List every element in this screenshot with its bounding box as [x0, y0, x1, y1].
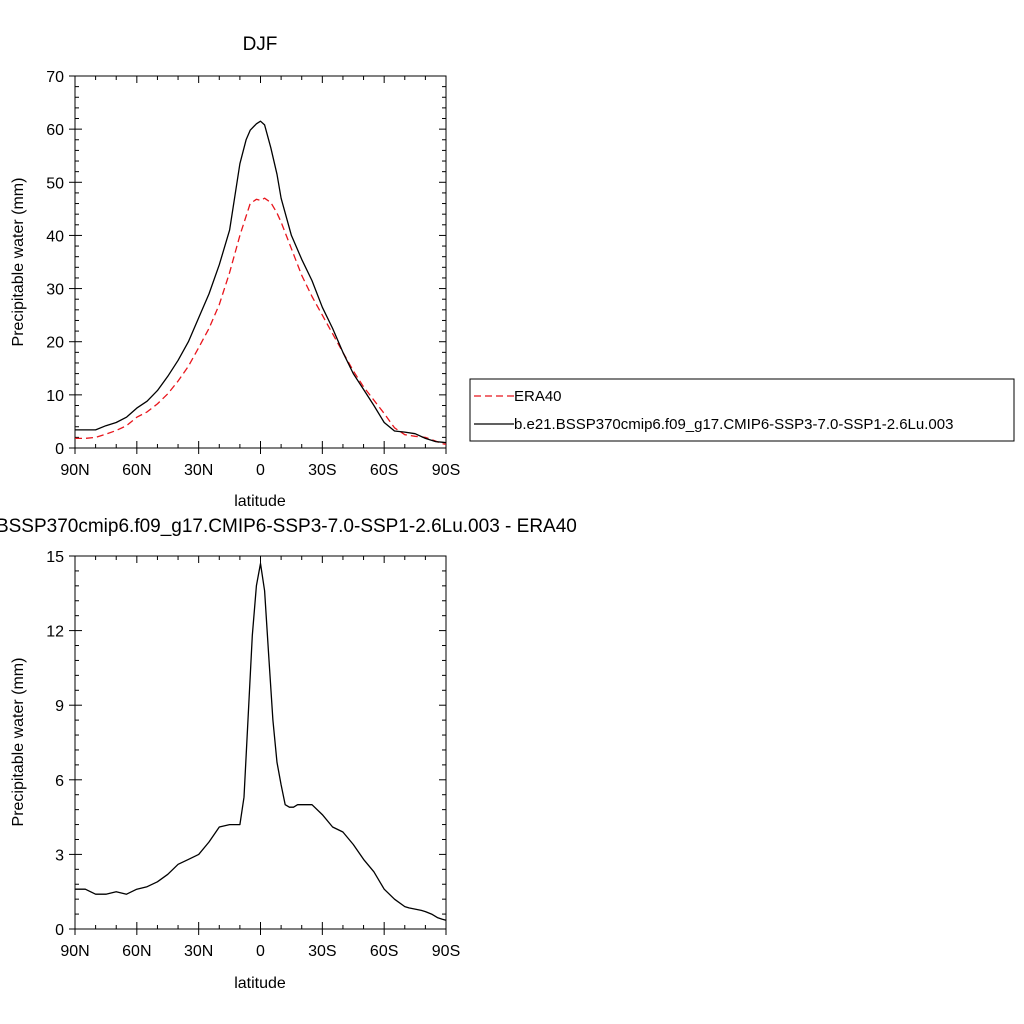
- bottom-y-tick-label: 0: [55, 922, 64, 939]
- legend-label-model: b.e21.BSSP370cmip6.f09_g17.CMIP6-SSP3-7.…: [514, 416, 953, 433]
- bottom-x-tick-label: 30N: [184, 943, 213, 960]
- bottom-x-tick-label: 0: [256, 943, 265, 960]
- top-x-tick-label: 30N: [184, 462, 213, 479]
- bottom-x-tick-label: 90S: [432, 943, 460, 960]
- top-x-ticks: 90N 60N 30N 0 30S 60S 90S: [60, 76, 460, 479]
- bottom-plot-frame: [74, 555, 447, 930]
- top-y-tick-label: 60: [46, 122, 64, 139]
- top-plot-frame: [74, 75, 447, 449]
- top-x-tick-label: 60N: [122, 462, 151, 479]
- top-series-line-0: [75, 197, 447, 445]
- top-x-axis-label: latitude: [234, 493, 286, 510]
- top-y-ticks: 0 10 20 30 40 50 60 70: [46, 69, 446, 458]
- bottom-series-line-0: [75, 562, 447, 921]
- bottom-y-tick-label: 15: [46, 549, 64, 566]
- top-y-tick-label: 30: [46, 282, 64, 299]
- bottom-series: [75, 562, 447, 921]
- top-x-tick-label: 60S: [370, 462, 398, 479]
- legend-label-era40: ERA40: [514, 388, 562, 405]
- bottom-chart: b.e21.BSSP370cmip6.f09_g17.CMIP6-SSP3-7.…: [0, 516, 577, 992]
- bottom-x-tick-label: 60N: [122, 943, 151, 960]
- top-x-tick-label: 30S: [308, 462, 336, 479]
- bottom-x-tick-label: 60S: [370, 943, 398, 960]
- top-y-axis-label: Precipitable water (mm): [10, 178, 27, 347]
- bottom-y-axis-label: Precipitable water (mm): [10, 658, 27, 827]
- bottom-y-tick-label: 3: [55, 847, 64, 864]
- top-y-tick-label: 10: [46, 388, 64, 405]
- top-y-tick-label: 70: [46, 69, 64, 86]
- top-x-tick-label: 90N: [60, 462, 89, 479]
- bottom-y-tick-label: 6: [55, 773, 64, 790]
- bottom-x-tick-label: 90N: [60, 943, 89, 960]
- bottom-x-ticks: 90N 60N 30N 0 30S 60S 90S: [60, 556, 460, 960]
- bottom-y-ticks: 0 3 6 9 12 15: [46, 549, 446, 939]
- top-y-tick-label: 50: [46, 175, 64, 192]
- legend-box: [469, 378, 1015, 442]
- top-series: [75, 120, 447, 445]
- top-series-line-1: [75, 120, 447, 444]
- bottom-y-tick-label: 9: [55, 698, 64, 715]
- top-chart-title: DJF: [243, 34, 278, 55]
- top-y-tick-label: 20: [46, 335, 64, 352]
- bottom-x-tick-label: 30S: [308, 943, 336, 960]
- bottom-chart-title: b.e21.BSSP370cmip6.f09_g17.CMIP6-SSP3-7.…: [0, 516, 577, 537]
- bottom-y-tick-label: 12: [46, 624, 64, 641]
- top-x-tick-label: 0: [256, 462, 265, 479]
- legend: ERA40 b.e21.BSSP370cmip6.f09_g17.CMIP6-S…: [469, 378, 1015, 442]
- top-y-tick-label: 40: [46, 228, 64, 245]
- top-y-tick-label: 0: [55, 441, 64, 458]
- top-x-tick-label: 90S: [432, 462, 460, 479]
- bottom-x-axis-label: latitude: [234, 975, 286, 992]
